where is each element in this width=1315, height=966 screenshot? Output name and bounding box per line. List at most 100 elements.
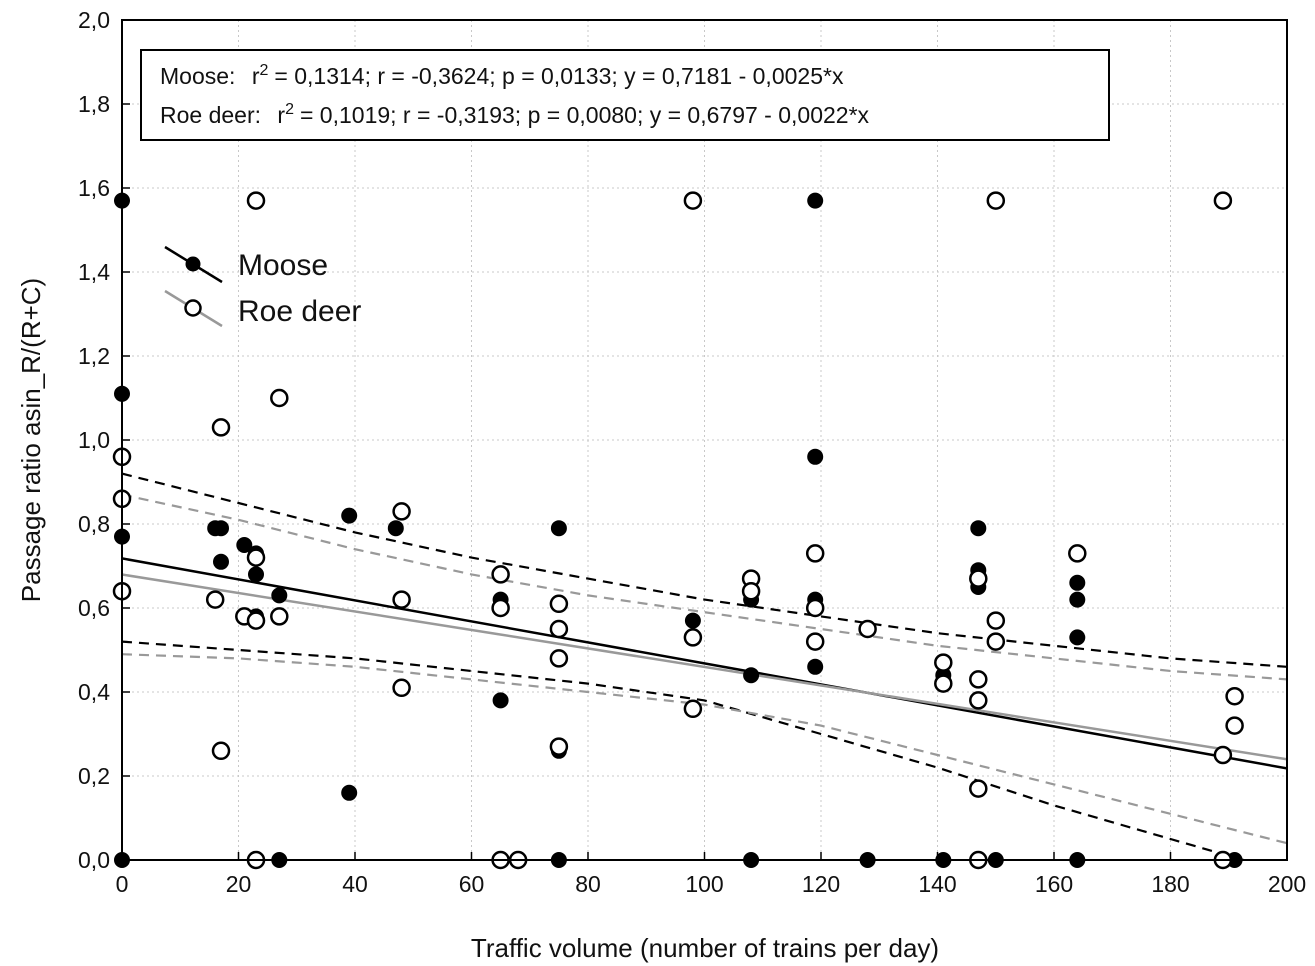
roe-deer-point [491,598,510,618]
moose-point [970,520,987,537]
x-tick-label: 200 [1268,871,1306,897]
y-tick-label: 1,0 [78,427,110,453]
roe-deer-point [1225,716,1244,735]
x-tick-label: 160 [1035,871,1073,897]
roe-deer-ci-upper-line [122,493,1287,681]
roe-deer-point [1213,745,1233,765]
stats-roe-r2: r [277,102,285,128]
x-tick-label: 180 [1151,871,1189,897]
x-tick-label: 40 [342,871,368,897]
y-tick-label: 0,0 [78,847,110,873]
y-tick-label: 0,4 [78,679,110,705]
roe-deer-point [549,594,569,614]
stats-moose-r2-sup: 2 [260,62,269,79]
roe-deer-point [246,191,266,210]
moose-point [684,612,701,629]
moose-point [213,520,229,537]
y-tick-label: 1,6 [78,175,110,201]
roe-deer-point [270,607,289,626]
stats-roe-r2-sup: 2 [285,101,294,118]
roe-deer-point [934,674,953,693]
axis-ticks: 0 20 40 60 80 100 120 140 160 180 200 0,0 0,2 0,4 0,6 0… [78,7,1306,897]
stats-moose-line: Moose: r2 = 0,1314; r = -0,3624; p = 0,01… [160,62,844,89]
stats-box-frame [140,49,1110,141]
moose-point [271,587,288,604]
stats-moose-label: Moose: [160,63,235,89]
roe-deer-point [270,388,289,408]
y-tick-label: 1,2 [78,343,110,369]
roe-deer-point [1225,686,1244,706]
roe-deer-point [986,191,1006,210]
x-tick-label: 0 [116,871,129,897]
roe-deer-point [969,670,988,689]
regression-lines [122,557,1287,770]
x-tick-label: 80 [575,871,601,897]
moose-point [1069,574,1086,591]
roe-deer-point [805,544,825,563]
roe-deer-point [1213,191,1233,210]
roe-deer-point [549,737,569,756]
roe-deer-point [683,628,703,647]
roe-deer-point [986,632,1006,651]
roe-deer-point [392,678,411,698]
roe-deer-point [205,590,225,609]
legend: Moose Roe deer [164,245,361,328]
x-tick-label: 120 [802,871,840,897]
legend-roe-marker [184,299,202,317]
roe-deer-point [211,741,231,761]
moose-point [807,658,824,675]
roe-deer-regression-line [122,573,1287,761]
moose-point [341,507,358,524]
roe-deer-point [986,611,1006,630]
moose-ci-lower-line [122,640,1248,860]
roe-deer-point [683,191,703,210]
roe-deer-point [969,779,988,798]
roe-deer-point [934,653,953,672]
confidence-bands [122,472,1287,860]
legend-moose-label: Moose [238,249,328,282]
y-tick-label: 0,8 [78,511,110,537]
y-tick-label: 1,8 [78,91,110,117]
roe-deer-point [969,691,988,710]
roe-deer-point [969,569,988,588]
moose-point [1069,591,1086,608]
y-axis-title: Passage ratio asin_R/(R+C) [16,278,46,602]
moose-point [807,192,824,209]
legend-moose-marker [185,256,201,272]
roe-deer-ci-lower-line [122,653,1287,845]
moose-point [213,553,229,570]
stats-moose-values: = 0,1314; r = -0,3624; p = 0,0133; y = 0… [274,63,844,89]
x-tick-label: 60 [459,871,485,897]
x-axis-title: Traffic volume (number of trains per day… [471,933,939,963]
roe-deer-point [211,418,231,437]
legend-roe-label: Roe deer [238,295,361,328]
roe-deer-point [491,565,510,584]
roe-deer-point [246,611,266,630]
stats-roe-line: Roe deer: r2 = 0,1019; r = -0,3193; p = 0… [160,101,870,128]
roe-deer-point [741,581,761,601]
roe-deer-point [392,502,411,521]
roe-deer-point [246,548,266,567]
moose-point [1069,629,1086,646]
roe-deer-point [1068,544,1087,563]
roe-deer-point [805,632,825,651]
moose-point [387,520,404,537]
y-tick-label: 2,0 [78,7,110,33]
stats-moose-r2: r [252,63,260,89]
y-tick-label: 0,6 [78,595,110,621]
roe-deer-point [683,699,703,719]
moose-regression-line [122,557,1287,770]
roe-deer-point [805,598,825,618]
x-tick-label: 140 [918,871,956,897]
stats-roe-label: Roe deer: [160,102,261,128]
moose-point [341,784,358,801]
moose-ci-upper-line [122,472,1287,668]
moose-point [248,566,264,583]
roe-deer-point [392,590,411,609]
x-tick-label: 100 [685,871,723,897]
moose-point [807,448,824,465]
moose-point [743,667,760,684]
stats-roe-values: = 0,1019; r = -0,3193; p = 0,0080; y = 0… [300,102,870,128]
